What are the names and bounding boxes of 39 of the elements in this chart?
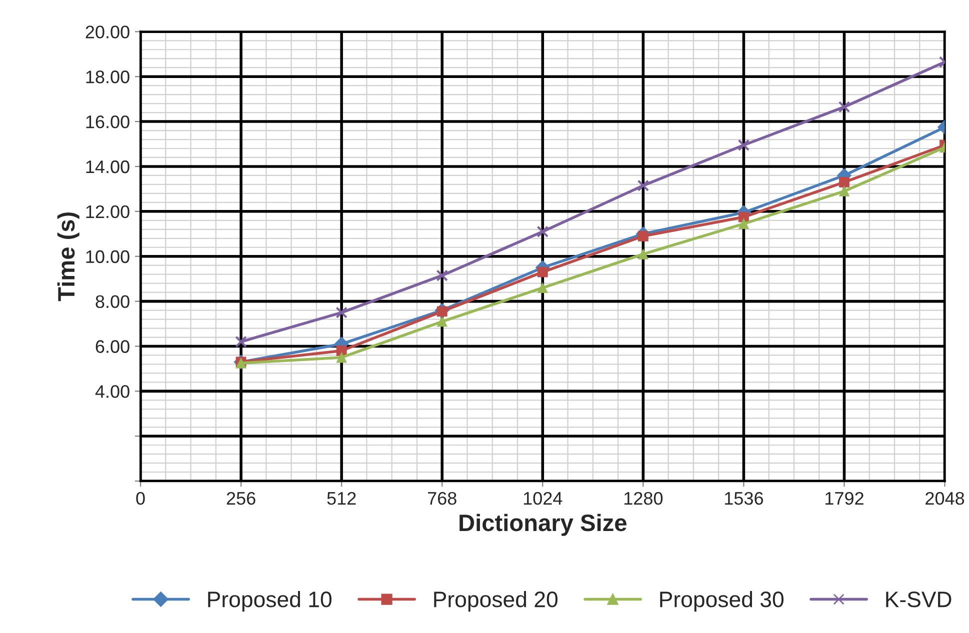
point <box>738 139 750 152</box>
x-tick-label: 1536 <box>725 492 763 505</box>
point <box>235 336 247 348</box>
point <box>537 282 548 294</box>
y-tick-label: 18.00 <box>86 70 130 84</box>
x-tick-label: 2048 <box>926 492 964 505</box>
point <box>336 306 348 318</box>
y-tick-label: 16.00 <box>86 115 130 128</box>
x-tick-label: 1024 <box>524 492 562 505</box>
point <box>738 218 749 229</box>
y-tick-label: 6.00 <box>96 340 130 353</box>
y-tick-label: 4.00 <box>95 385 130 398</box>
x-tick-label: 256 <box>226 492 256 505</box>
x-axis-title: Dictionary Size <box>460 514 626 536</box>
point <box>839 186 850 196</box>
point <box>638 248 648 260</box>
y-tick-label: 10.00 <box>86 250 130 264</box>
y-axis-title: Time (s) <box>57 212 80 302</box>
y-tick-label: 14.00 <box>86 160 130 174</box>
legend-label: Proposed 30 <box>660 590 784 612</box>
y-tick-label: 8.00 <box>96 295 130 308</box>
point <box>436 270 448 282</box>
point <box>336 352 347 363</box>
x-tick-label: 0 <box>136 492 145 505</box>
point <box>838 101 850 113</box>
point <box>839 177 850 188</box>
x-tick-label: 1792 <box>826 492 864 505</box>
point <box>537 266 548 278</box>
legend-label: Proposed 20 <box>434 590 558 612</box>
x-tick-label: 512 <box>327 492 356 505</box>
x-tick-label: 1280 <box>624 492 663 505</box>
y-tick-label: 12.00 <box>86 205 130 218</box>
x-tick-label: 768 <box>428 492 456 505</box>
point <box>536 226 549 238</box>
point <box>436 316 448 327</box>
legend-label: Proposed 10 <box>208 590 332 612</box>
point <box>637 180 650 192</box>
legend-label: K-SVD <box>886 592 952 608</box>
y-tick-label: 20.00 <box>86 26 130 38</box>
